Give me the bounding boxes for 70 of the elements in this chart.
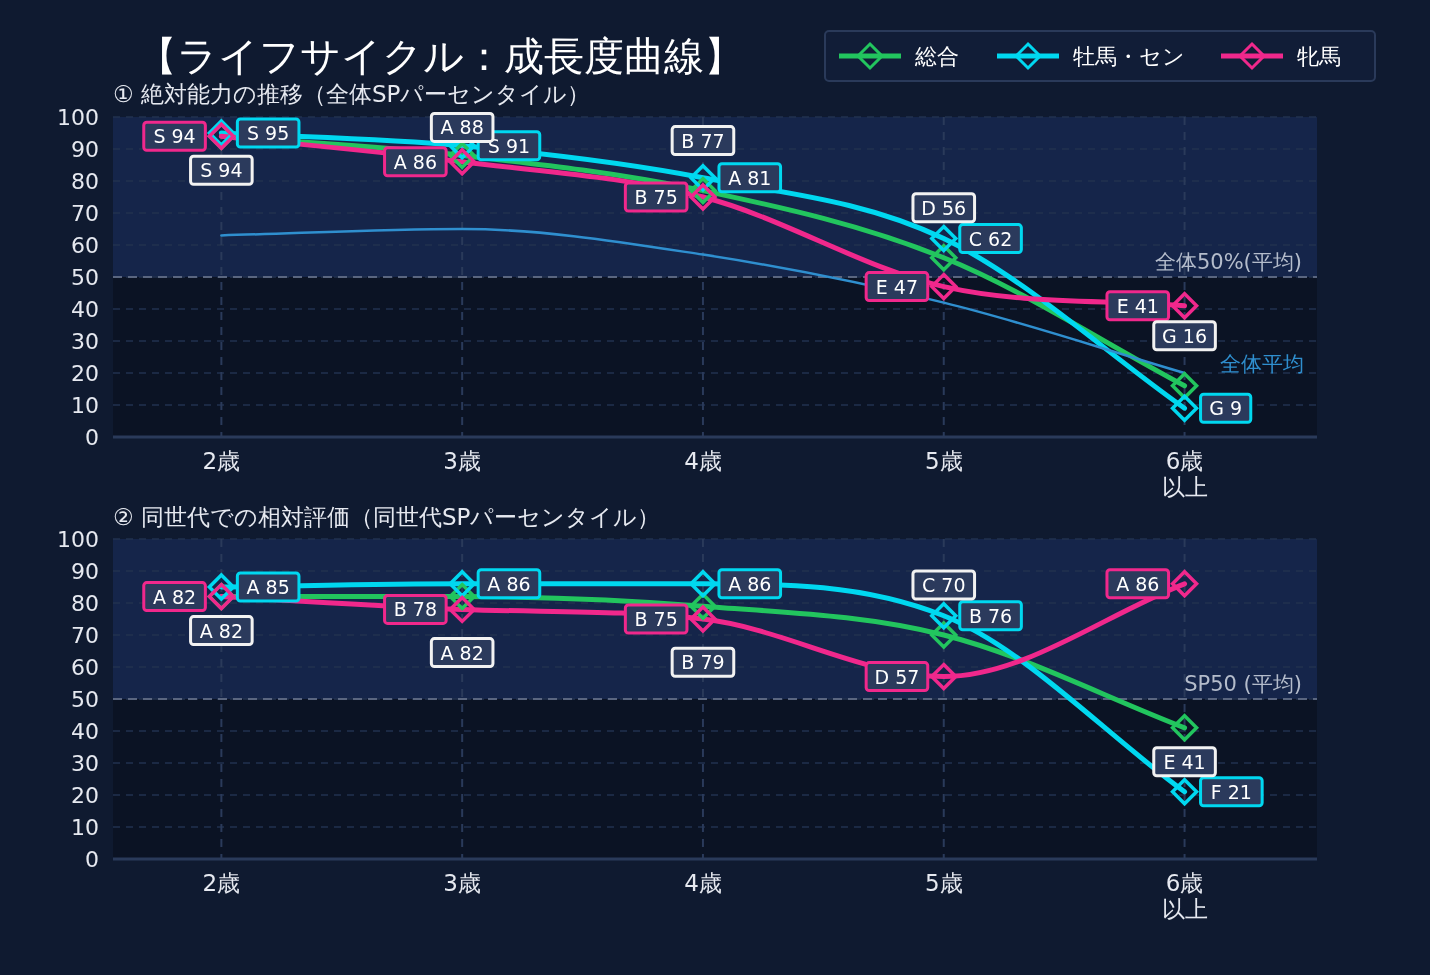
chart-title: ② 同世代での相対評価（同世代SPパーセンタイル）	[113, 504, 661, 530]
y-tick-label: 10	[71, 815, 99, 840]
data-label: S 94	[200, 159, 243, 182]
data-label: A 86	[487, 572, 531, 595]
data-label: A 86	[393, 150, 437, 173]
data-label: A 85	[246, 576, 290, 598]
x-tick-label: 4歳	[684, 448, 722, 474]
legend-label: 牡馬・セン	[1073, 44, 1185, 69]
y-tick-label: 100	[57, 105, 99, 130]
x-tick-label: 5歳	[924, 870, 963, 896]
y-tick-label: 30	[71, 329, 99, 354]
chart-title: 【ライフサイクル：成長度曲線】	[136, 33, 744, 79]
y-tick-label: 20	[71, 783, 99, 808]
y-tick-label: 60	[71, 655, 99, 680]
data-label: S 95	[247, 122, 290, 144]
y-tick-label: 70	[71, 201, 99, 226]
data-label: C 70	[922, 574, 966, 596]
data-label: A 86	[728, 572, 772, 595]
x-tick-label: 6歳以上	[1161, 448, 1208, 500]
legend-label: 総合	[914, 44, 959, 69]
data-label: B 75	[634, 186, 678, 208]
data-label: D 57	[874, 665, 920, 688]
y-tick-label: 60	[71, 233, 99, 258]
y-tick-label: 90	[71, 559, 99, 584]
ref-line-label: SP50 (平均)	[1184, 672, 1302, 696]
data-label: S 94	[153, 125, 196, 148]
y-tick-label: 80	[71, 591, 99, 616]
data-label: C 62	[968, 227, 1013, 250]
series-label: 全体平均	[1219, 352, 1304, 376]
ref-line-label: 全体50%(平均)	[1154, 250, 1302, 274]
y-tick-label: 0	[85, 847, 99, 872]
x-tick-label: 2歳	[202, 870, 241, 896]
data-label: E 41	[1116, 294, 1159, 317]
data-label: G 16	[1162, 324, 1208, 347]
y-tick-label: 0	[85, 425, 99, 450]
data-label: F 21	[1210, 780, 1252, 803]
x-tick-label: 6歳以上	[1161, 870, 1208, 922]
y-tick-label: 40	[71, 719, 99, 744]
data-label: A 88	[440, 116, 484, 139]
y-tick-label: 90	[71, 137, 99, 162]
data-label: A 82	[440, 641, 484, 664]
x-tick-label: 4歳	[684, 870, 722, 896]
data-label: E 41	[1163, 750, 1206, 773]
data-label: A 86	[1116, 572, 1160, 595]
chart-subtitle: ① 絶対能力の推移（全体SPパーセンタイル）	[113, 81, 591, 107]
x-tick-label: 2歳	[202, 448, 241, 474]
y-tick-label: 20	[71, 361, 99, 386]
x-tick-label: 3歳	[443, 448, 481, 474]
y-tick-label: 50	[71, 265, 99, 290]
data-label: B 75	[634, 608, 678, 630]
y-tick-label: 10	[71, 393, 99, 418]
y-tick-label: 70	[71, 623, 99, 648]
x-tick-label: 5歳	[924, 448, 963, 474]
x-tick-label: 3歳	[443, 870, 481, 896]
data-label: E 47	[875, 275, 919, 298]
data-label: A 81	[728, 166, 772, 189]
y-tick-label: 30	[71, 751, 99, 776]
y-tick-label: 50	[71, 687, 99, 712]
data-label: B 78	[393, 598, 437, 621]
data-label: B 76	[968, 604, 1013, 627]
y-tick-label: 80	[71, 169, 99, 194]
data-label: D 56	[921, 196, 967, 219]
data-label: G 9	[1209, 397, 1243, 420]
data-label: B 79	[681, 651, 725, 674]
y-tick-label: 100	[57, 527, 99, 552]
data-label: A 82	[199, 619, 243, 642]
legend-label: 牝馬	[1297, 44, 1341, 69]
y-tick-label: 40	[71, 297, 99, 322]
data-label: A 82	[152, 585, 197, 608]
data-label: B 77	[681, 129, 725, 152]
